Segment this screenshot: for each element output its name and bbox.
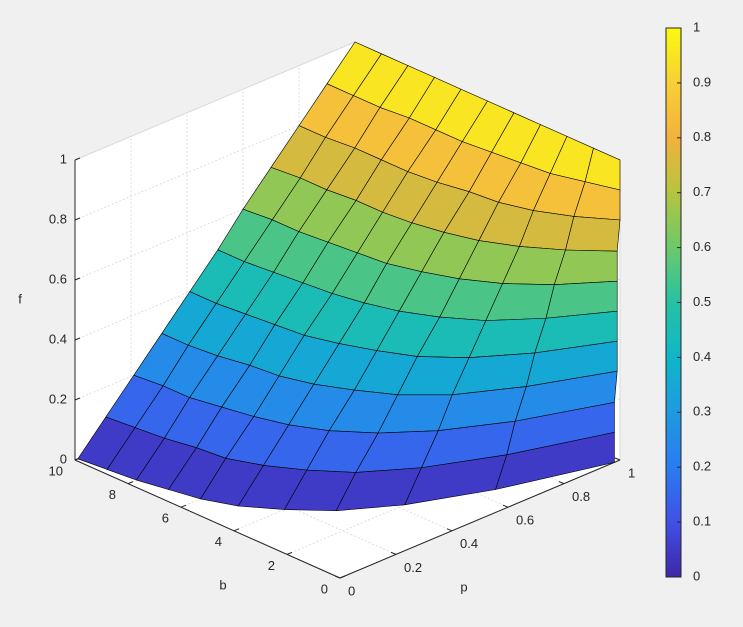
colorbar-tick-label: 0.1 bbox=[693, 514, 711, 529]
tick-mark bbox=[74, 397, 81, 401]
colorbar-tick-label: 1 bbox=[693, 19, 700, 34]
y-axis-label: b bbox=[219, 577, 226, 592]
colorbar-tick-label: 0.6 bbox=[693, 239, 711, 254]
x-tick-label: 0.6 bbox=[516, 513, 534, 528]
tick-mark bbox=[74, 337, 81, 341]
surface-face bbox=[565, 216, 621, 252]
x-tick-label: 1 bbox=[628, 465, 635, 480]
tick-mark bbox=[558, 481, 565, 485]
colorbar-tick-label: 0.8 bbox=[693, 129, 711, 144]
colorbar-tick-label: 0 bbox=[693, 568, 700, 583]
z-tick-label: 0.2 bbox=[49, 391, 67, 406]
colorbar-tick-label: 0.5 bbox=[693, 294, 711, 309]
colorbar-tick-label: 0.7 bbox=[693, 184, 711, 199]
tick-mark bbox=[74, 157, 81, 161]
x-tick-label: 0.8 bbox=[572, 489, 590, 504]
tick-mark bbox=[334, 575, 341, 579]
x-axis bbox=[339, 459, 621, 579]
y-tick-label: 0 bbox=[321, 581, 328, 596]
tick-mark bbox=[446, 528, 453, 532]
tick-mark bbox=[74, 217, 81, 221]
z-tick-label: 0 bbox=[60, 451, 67, 466]
x-tick-label: 0.4 bbox=[460, 536, 478, 551]
z-tick-label: 0.4 bbox=[49, 331, 67, 346]
z-tick-label: 0.6 bbox=[49, 271, 67, 286]
z-axis-label: f bbox=[18, 291, 22, 306]
y-tick-label: 10 bbox=[49, 463, 63, 478]
y-tick-label: 6 bbox=[162, 511, 169, 526]
y-tick-label: 4 bbox=[215, 534, 222, 549]
tick-mark bbox=[339, 575, 346, 579]
colorbar-tick-label: 0.3 bbox=[693, 404, 711, 419]
y-axis bbox=[74, 459, 341, 579]
surface-face bbox=[553, 249, 618, 286]
colorbar-tick-label: 0.2 bbox=[693, 459, 711, 474]
x-axis-label: p bbox=[460, 579, 467, 594]
colorbar-tick-label: 0.4 bbox=[693, 349, 711, 364]
tick-mark bbox=[127, 481, 134, 485]
y-tick-label: 2 bbox=[268, 558, 275, 573]
tick-mark bbox=[286, 551, 293, 555]
z-tick-label: 1 bbox=[60, 151, 67, 166]
tick-mark bbox=[614, 457, 621, 461]
tick-mark bbox=[502, 504, 509, 508]
x-tick-label: 0.2 bbox=[404, 560, 422, 575]
grid-line bbox=[74, 41, 356, 161]
tick-mark bbox=[180, 504, 187, 508]
tick-mark bbox=[233, 528, 240, 532]
x-tick-label: 0 bbox=[348, 583, 355, 598]
surface-face bbox=[283, 469, 357, 512]
colorbar-tick-label: 0.9 bbox=[693, 74, 711, 89]
tick-mark bbox=[390, 551, 397, 555]
y-tick-label: 8 bbox=[109, 487, 116, 502]
z-tick-label: 0.8 bbox=[49, 211, 67, 226]
tick-mark bbox=[74, 277, 81, 281]
